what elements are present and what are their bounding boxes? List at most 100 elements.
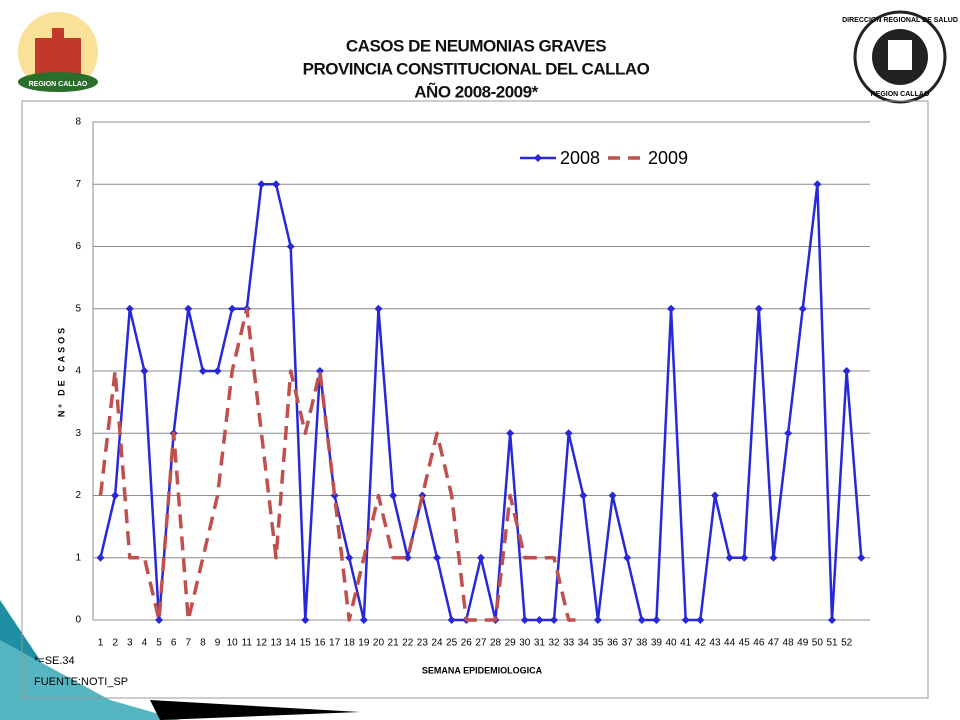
x-tick-label: 38 [636,638,648,649]
x-tick-label: 17 [329,638,341,649]
x-tick-label: 52 [841,638,853,649]
point [740,553,749,562]
x-tick-label: 37 [622,638,634,649]
x-tick-label: 9 [215,638,221,649]
x-tick-label: 33 [563,638,575,649]
y-tick-label: 8 [75,117,81,128]
x-tick-label: 7 [185,638,191,649]
y-tick-label: 4 [75,366,81,377]
logo-text: REGION CALLAO [29,81,88,88]
point [637,616,646,624]
y-tick-label: 3 [75,428,81,439]
y-tick-label: 1 [75,552,81,563]
x-tick-label: 13 [270,638,282,649]
x-tick-label: 47 [768,638,780,649]
point [315,367,324,375]
point [667,304,676,313]
point [330,491,339,500]
x-tick-label: 34 [578,638,590,649]
point [257,180,266,189]
point [301,616,310,624]
point [593,616,602,624]
legend-label: 2009 [648,148,688,168]
point [550,616,559,624]
point [784,429,793,438]
x-tick-label: 21 [388,638,400,649]
decor [0,640,180,720]
point [754,304,763,313]
x-tick-label: 35 [592,638,604,649]
x-tick-label: 3 [127,638,133,649]
point [228,304,237,313]
x-tick-label: 18 [344,638,356,649]
y-tick-label: 7 [75,179,81,190]
y-axis-label: Nº DE CASOS [56,325,66,417]
x-tick-label: 32 [548,638,560,649]
point [506,429,515,438]
x-tick-label: 12 [256,638,268,649]
legend-marker [534,154,542,162]
x-tick-label: 4 [142,638,148,649]
x-tick-label: 6 [171,638,177,649]
x-tick-label: 16 [314,638,326,649]
x-tick-label: 39 [651,638,663,649]
point [681,616,690,624]
point [140,367,149,375]
y-tick-label: 2 [75,490,81,501]
x-tick-label: 11 [242,638,253,649]
x-tick-label: 44 [724,638,736,649]
x-tick-label: 27 [475,638,487,649]
point [813,180,822,189]
x-tick-label: 30 [519,638,531,649]
x-tick-label: 40 [666,638,678,649]
point [345,553,354,562]
x-tick-label: 5 [156,638,162,649]
x-tick-label: 14 [285,638,297,649]
point [389,491,398,500]
point [564,429,573,438]
point [374,304,383,313]
x-tick-label: 10 [227,638,239,649]
point [842,367,851,375]
logo-text: REGION CALLAO [871,91,930,98]
logo-text: DIRECCION REGIONAL DE SALUD [842,17,958,24]
point [623,553,632,562]
x-tick-label: 1 [98,638,104,649]
point [272,180,281,189]
chart-subtitle: AÑO 2008-2009* [414,81,538,101]
x-tick-label: 28 [490,638,502,649]
point [184,304,193,313]
x-tick-label: 36 [607,638,619,649]
point [96,553,105,562]
x-tick-label: 46 [753,638,765,649]
x-tick-label: 45 [739,638,751,649]
x-tick-label: 20 [373,638,385,649]
point [828,616,836,624]
chart-frame [21,100,929,699]
x-tick-label: 31 [534,638,546,649]
x-tick-label: 29 [505,638,517,649]
point [857,553,866,562]
x-tick-label: 51 [826,638,838,649]
x-tick-label: 50 [812,638,824,649]
x-tick-label: 22 [402,638,414,649]
point [579,491,588,500]
chart-subtitle: PROVINCIA CONSTITUCIONAL DEL CALLAO [303,59,650,78]
decor [150,700,360,720]
chart-title: CASOS DE NEUMONIAS GRAVES [346,36,606,55]
x-tick-label: 23 [417,638,429,649]
x-tick-label: 49 [797,638,809,649]
point [652,616,661,624]
point [111,491,120,500]
x-axis-label: SEMANA EPIDEMIOLOGICA [422,665,543,675]
x-tick-label: 25 [446,638,458,649]
x-tick-label: 24 [431,638,443,649]
x-tick-label: 48 [783,638,795,649]
point [213,367,222,375]
x-tick-label: 42 [695,638,707,649]
logo-left: REGION CALLAO [18,12,98,92]
x-tick-label: 43 [709,638,721,649]
y-tick-label: 5 [75,303,81,314]
